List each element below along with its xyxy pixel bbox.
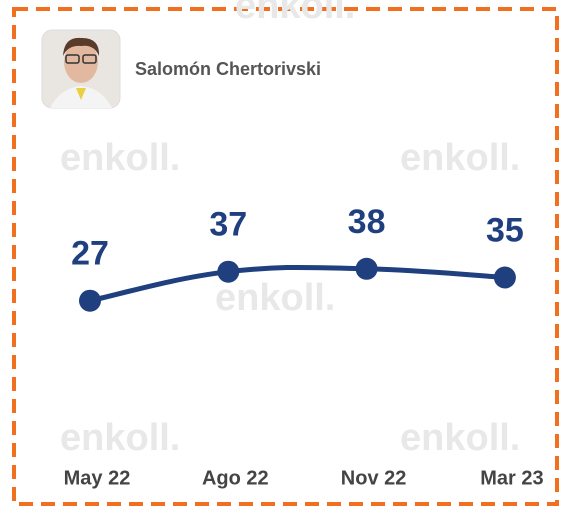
- x-tick-label: Ago 22: [202, 467, 269, 489]
- watermarks: enkoll. enkoll. enkoll. enkoll. enkoll. enkol…: [60, 0, 520, 459]
- watermark: enkoll.: [60, 417, 180, 459]
- value-label: 37: [209, 206, 247, 244]
- point: [79, 289, 101, 312]
- point: [217, 260, 240, 283]
- value-label: 38: [348, 203, 386, 241]
- x-tick-label: Mar 23: [480, 467, 543, 489]
- point: [493, 266, 516, 289]
- watermark: enkoll.: [400, 417, 520, 459]
- value-label: 35: [486, 211, 524, 249]
- watermark: enkoll.: [60, 137, 180, 179]
- x-tick-label: May 22: [64, 467, 131, 489]
- point: [355, 257, 378, 280]
- watermark: enkoll.: [400, 137, 520, 179]
- x-tick-label: Nov 22: [341, 467, 407, 489]
- avatar: [41, 29, 121, 109]
- chart-title: Salomón Chertorivski: [135, 59, 321, 79]
- watermark: enkoll.: [215, 277, 335, 319]
- frame: [12, 7, 559, 506]
- watermark: enkoll.: [235, 0, 355, 27]
- line: [89, 264, 506, 304]
- value-label: 27: [71, 235, 109, 273]
